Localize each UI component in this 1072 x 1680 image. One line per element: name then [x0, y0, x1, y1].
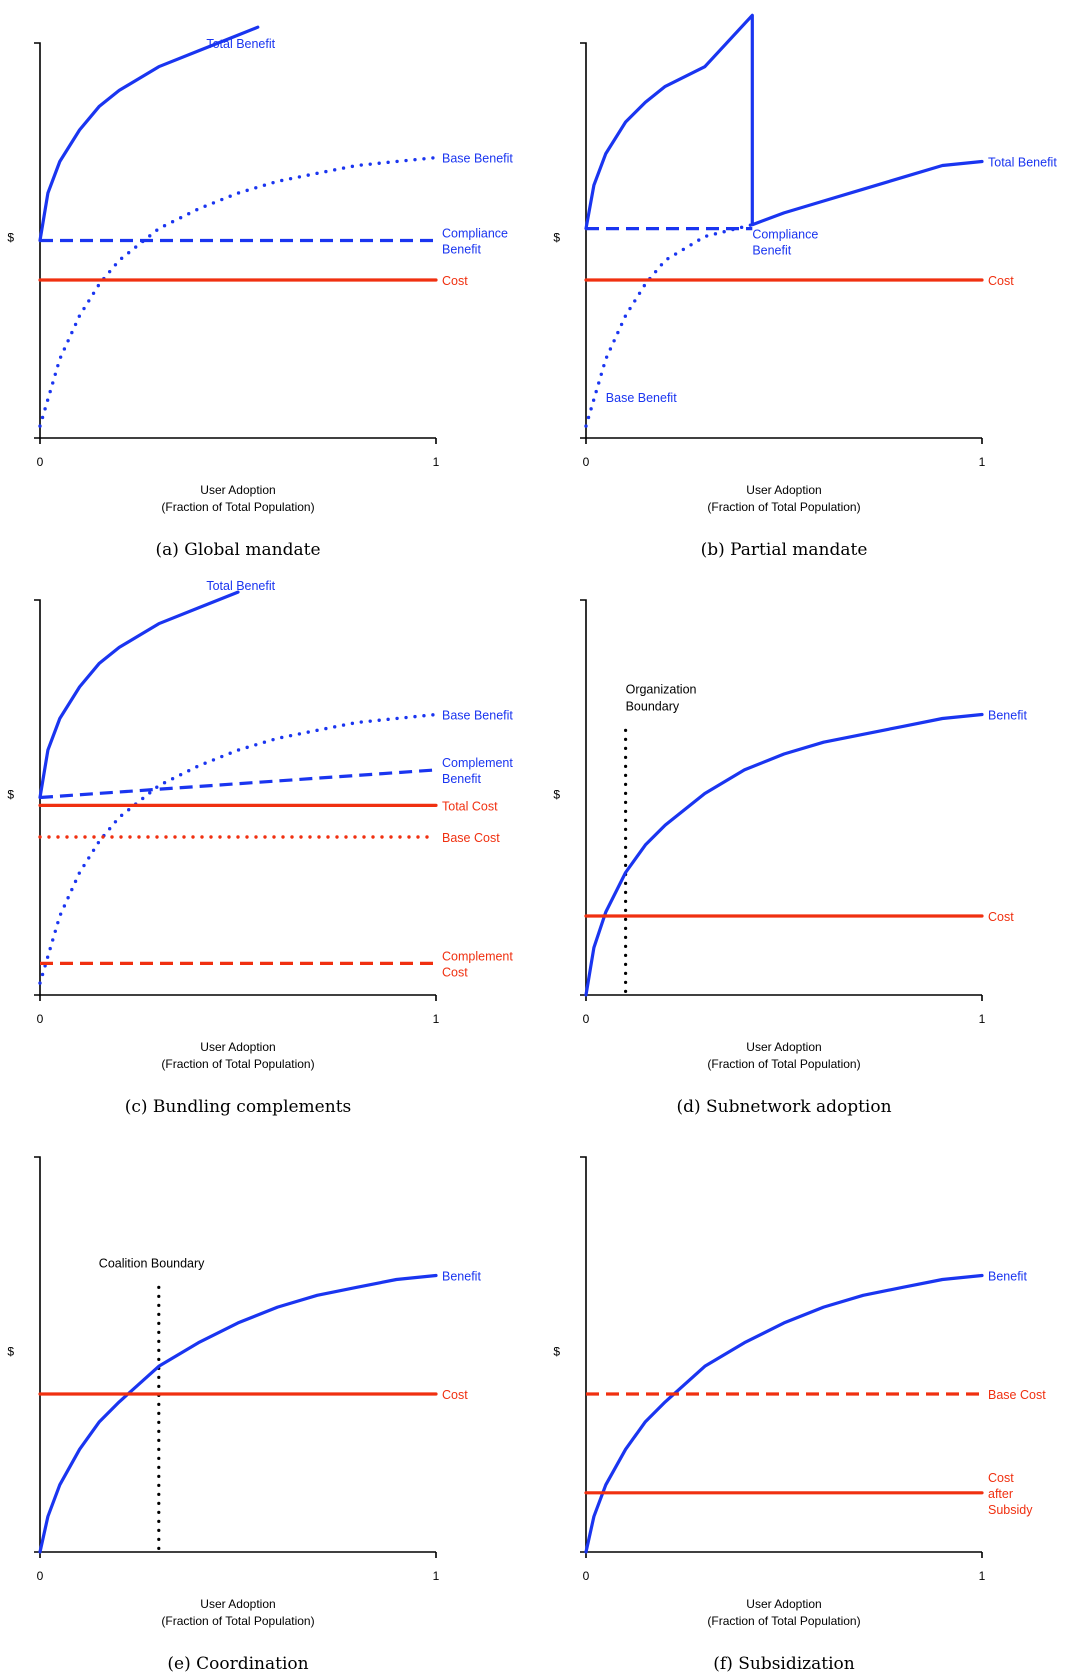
x-tick-label: 1	[433, 1012, 440, 1026]
axes	[580, 599, 983, 1001]
chart-caption: (c) Bundling complements	[125, 1097, 352, 1117]
series-label: Total Benefit	[988, 156, 1057, 170]
chart-panel: 0 1 $ User Adoption (Fraction of Total Popul…	[553, 13, 1057, 560]
x-tick-label: 0	[37, 1569, 44, 1583]
series-line	[38, 712, 438, 985]
series-label: Cost	[988, 910, 1014, 924]
series-label: Cost	[442, 274, 468, 288]
series-label: Cost	[988, 274, 1014, 288]
series-line	[38, 1273, 438, 1554]
series-label: Benefit	[752, 244, 791, 258]
series-line	[584, 1273, 984, 1554]
x-axis-label: User Adoption	[746, 483, 821, 497]
series-label: Cost	[442, 1388, 468, 1402]
x-tick-label: 0	[583, 1569, 590, 1583]
x-tick-label: 0	[37, 1012, 44, 1026]
x-tick-label: 1	[979, 455, 986, 469]
series-line	[584, 13, 984, 231]
x-tick-label: 1	[433, 455, 440, 469]
x-axis-label-sub: (Fraction of Total Population)	[707, 500, 860, 514]
series-label: Benefit	[442, 1270, 481, 1284]
series-line	[39, 768, 437, 800]
series-label: Total Benefit	[206, 37, 275, 51]
series-label: Base Cost	[988, 1388, 1046, 1402]
x-axis-label: User Adoption	[746, 1040, 821, 1054]
series-label: Benefit	[442, 772, 481, 786]
x-tick-label: 1	[433, 1569, 440, 1583]
chart-panel: 0 1 $ User Adoption (Fraction of Total Popul…	[7, 579, 513, 1117]
x-axis-label-sub: (Fraction of Total Population)	[161, 500, 314, 514]
x-tick-label: 0	[583, 455, 590, 469]
series-label: Base Benefit	[442, 709, 513, 723]
axes	[580, 1156, 983, 1558]
series-label: after	[988, 1487, 1013, 1501]
series-label: Cost	[442, 965, 468, 979]
chart-panel: 0 1 $ User Adoption (Fraction of Total Popul…	[553, 599, 1027, 1117]
x-tick-label: 1	[979, 1012, 986, 1026]
series-line	[38, 25, 260, 243]
chart-panel: 0 1 $ User Adoption (Fraction of Total Popul…	[7, 25, 513, 560]
series-label: Benefit	[988, 1270, 1027, 1284]
series-label: Cost	[988, 1471, 1014, 1485]
series-label: Compliance	[752, 228, 818, 242]
axes	[580, 42, 983, 444]
series-line	[584, 712, 984, 997]
x-axis-label-sub: (Fraction of Total Population)	[161, 1614, 314, 1628]
series-label: Total Cost	[442, 799, 498, 813]
y-axis-label: $	[553, 788, 560, 802]
x-tick-label: 0	[37, 455, 44, 469]
series-label: Complement	[442, 756, 513, 770]
series-label: Compliance	[442, 227, 508, 241]
axes	[34, 1156, 437, 1558]
chart-caption: (e) Coordination	[167, 1654, 308, 1674]
boundary-label: Coalition Boundary	[99, 1256, 205, 1270]
chart-panel: 0 1 $ User Adoption (Fraction of Total Popul…	[7, 1156, 481, 1674]
x-tick-label: 1	[979, 1569, 986, 1583]
series-label: Base Cost	[442, 831, 500, 845]
x-axis-label: User Adoption	[200, 1597, 275, 1611]
y-axis-label: $	[553, 231, 560, 245]
boundary-label: Organization	[626, 682, 697, 696]
series-label: Complement	[442, 949, 513, 963]
series-label: Total Benefit	[206, 579, 275, 593]
series-label: Subsidy	[988, 1503, 1033, 1517]
x-axis-label-sub: (Fraction of Total Population)	[707, 1614, 860, 1628]
y-axis-label: $	[7, 1345, 14, 1359]
y-axis-label: $	[7, 788, 14, 802]
series-label: Base Benefit	[442, 152, 513, 166]
x-tick-label: 0	[583, 1012, 590, 1026]
x-axis-label: User Adoption	[200, 483, 275, 497]
series-label: Base Benefit	[606, 391, 677, 405]
series-line	[38, 590, 240, 800]
x-axis-label: User Adoption	[746, 1597, 821, 1611]
boundary-label: Boundary	[626, 699, 680, 713]
y-axis-label: $	[7, 231, 14, 245]
chart-caption: (b) Partial mandate	[701, 540, 868, 560]
y-axis-label: $	[553, 1345, 560, 1359]
chart-panel: 0 1 $ User Adoption (Fraction of Total Popul…	[553, 1156, 1046, 1674]
x-axis-label-sub: (Fraction of Total Population)	[707, 1057, 860, 1071]
x-axis-label: User Adoption	[200, 1040, 275, 1054]
chart-caption: (a) Global mandate	[155, 540, 320, 560]
chart-caption: (d) Subnetwork adoption	[676, 1097, 891, 1117]
series-line	[38, 155, 438, 428]
series-label: Benefit	[442, 243, 481, 257]
x-axis-label-sub: (Fraction of Total Population)	[161, 1057, 314, 1071]
chart-caption: (f) Subsidization	[713, 1654, 855, 1674]
series-label: Benefit	[988, 709, 1027, 723]
